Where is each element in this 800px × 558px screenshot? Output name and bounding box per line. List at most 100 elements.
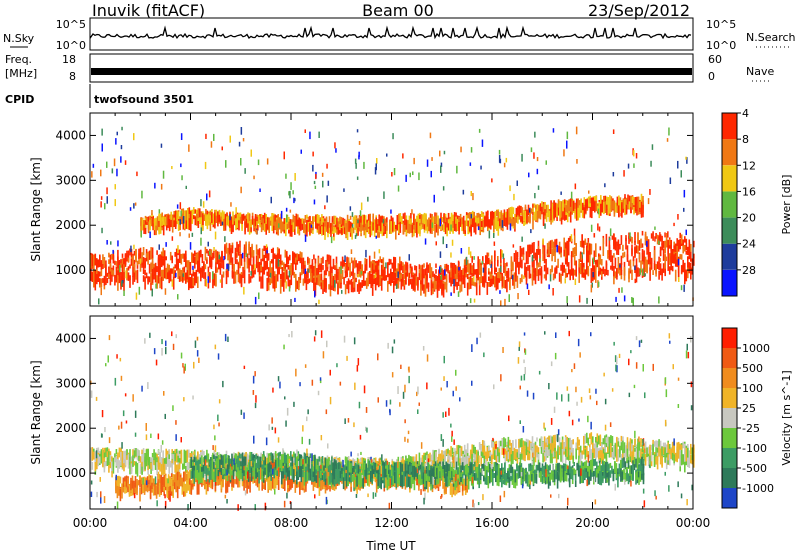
colorbar-swatch xyxy=(722,191,737,217)
sparse-cell xyxy=(550,274,552,281)
data-cell xyxy=(99,272,101,277)
sparse-cell xyxy=(681,170,683,177)
data-cell xyxy=(232,245,234,253)
data-cell xyxy=(132,455,134,467)
data-cell xyxy=(158,215,160,219)
data-cell xyxy=(385,225,387,234)
colorbar-tick-label: 16 xyxy=(742,185,756,198)
data-cell xyxy=(615,271,617,278)
data-cell xyxy=(193,272,195,277)
data-cell xyxy=(262,220,264,230)
data-cell xyxy=(337,272,339,280)
sparse-cell xyxy=(473,256,475,260)
data-cell xyxy=(535,253,537,261)
data-cell xyxy=(468,263,470,275)
data-cell xyxy=(101,458,103,463)
data-cell xyxy=(529,440,531,453)
sparse-cell xyxy=(615,297,617,302)
sparse-cell xyxy=(285,174,287,179)
data-cell xyxy=(400,222,402,233)
sparse-cell xyxy=(528,290,530,295)
data-cell xyxy=(622,253,624,259)
data-cell xyxy=(371,222,373,236)
data-cell xyxy=(539,439,541,446)
data-cell xyxy=(633,256,635,261)
data-cell xyxy=(350,222,352,229)
data-cell xyxy=(445,222,447,234)
data-cell xyxy=(588,438,590,446)
data-cell xyxy=(137,463,139,477)
sparse-cell xyxy=(513,244,515,247)
data-cell xyxy=(321,273,323,280)
data-cell xyxy=(485,258,487,264)
sparse-cell xyxy=(101,129,103,136)
data-cell xyxy=(483,220,485,232)
data-cell xyxy=(432,271,434,277)
sparse-cell xyxy=(593,260,595,264)
data-cell xyxy=(221,275,223,288)
data-cell xyxy=(215,250,217,263)
data-cell xyxy=(410,268,412,274)
data-cell xyxy=(550,450,552,464)
data-cell xyxy=(389,226,391,234)
data-cell xyxy=(395,259,397,271)
sparse-cell xyxy=(521,237,523,242)
data-cell xyxy=(578,440,580,446)
data-cell xyxy=(190,262,192,275)
data-cell xyxy=(624,442,626,450)
data-cell xyxy=(404,280,406,286)
data-cell xyxy=(208,213,210,219)
sparse-cell xyxy=(206,279,208,287)
data-cell xyxy=(403,213,405,219)
data-cell xyxy=(652,231,654,241)
data-cell xyxy=(467,221,469,227)
data-cell xyxy=(291,263,293,275)
data-cell xyxy=(420,269,422,281)
data-cell xyxy=(548,450,550,456)
data-cell xyxy=(493,442,495,447)
data-cell xyxy=(188,463,190,471)
data-cell xyxy=(189,214,191,218)
data-cell xyxy=(470,220,472,225)
data-cell xyxy=(117,459,119,473)
sparse-cell xyxy=(450,252,452,257)
data-cell xyxy=(609,245,611,255)
data-cell xyxy=(168,459,170,466)
data-cell xyxy=(589,254,591,266)
data-cell xyxy=(259,248,261,258)
data-cell xyxy=(496,268,498,273)
data-cell xyxy=(159,277,161,288)
data-cell xyxy=(627,258,629,262)
data-cell xyxy=(434,216,436,223)
sparse-cell xyxy=(222,147,224,151)
data-cell xyxy=(315,220,317,229)
sparse-cell xyxy=(244,168,246,174)
sparse-cell xyxy=(659,232,661,238)
data-cell xyxy=(275,274,277,288)
data-cell xyxy=(322,257,324,264)
data-cell xyxy=(591,432,593,444)
data-cell xyxy=(574,209,576,219)
data-cell xyxy=(250,276,252,283)
sparse-cell xyxy=(121,281,123,287)
data-cell xyxy=(117,257,119,269)
data-cell xyxy=(278,249,280,259)
data-cell xyxy=(676,449,678,462)
data-cell xyxy=(539,268,541,275)
data-cell xyxy=(572,439,574,444)
data-cell xyxy=(672,442,674,453)
data-cell xyxy=(583,436,585,443)
data-cell xyxy=(323,222,325,235)
sparse-cell xyxy=(355,159,357,164)
data-cell xyxy=(134,264,136,272)
data-cell xyxy=(667,244,669,255)
data-cell xyxy=(120,452,122,466)
sparse-cell xyxy=(581,254,583,260)
data-cell xyxy=(684,245,686,252)
data-cell xyxy=(554,269,556,278)
data-cell xyxy=(274,276,276,289)
data-cell xyxy=(664,451,666,463)
data-cell xyxy=(210,214,212,223)
data-cell xyxy=(547,249,549,253)
data-cell xyxy=(364,281,366,286)
